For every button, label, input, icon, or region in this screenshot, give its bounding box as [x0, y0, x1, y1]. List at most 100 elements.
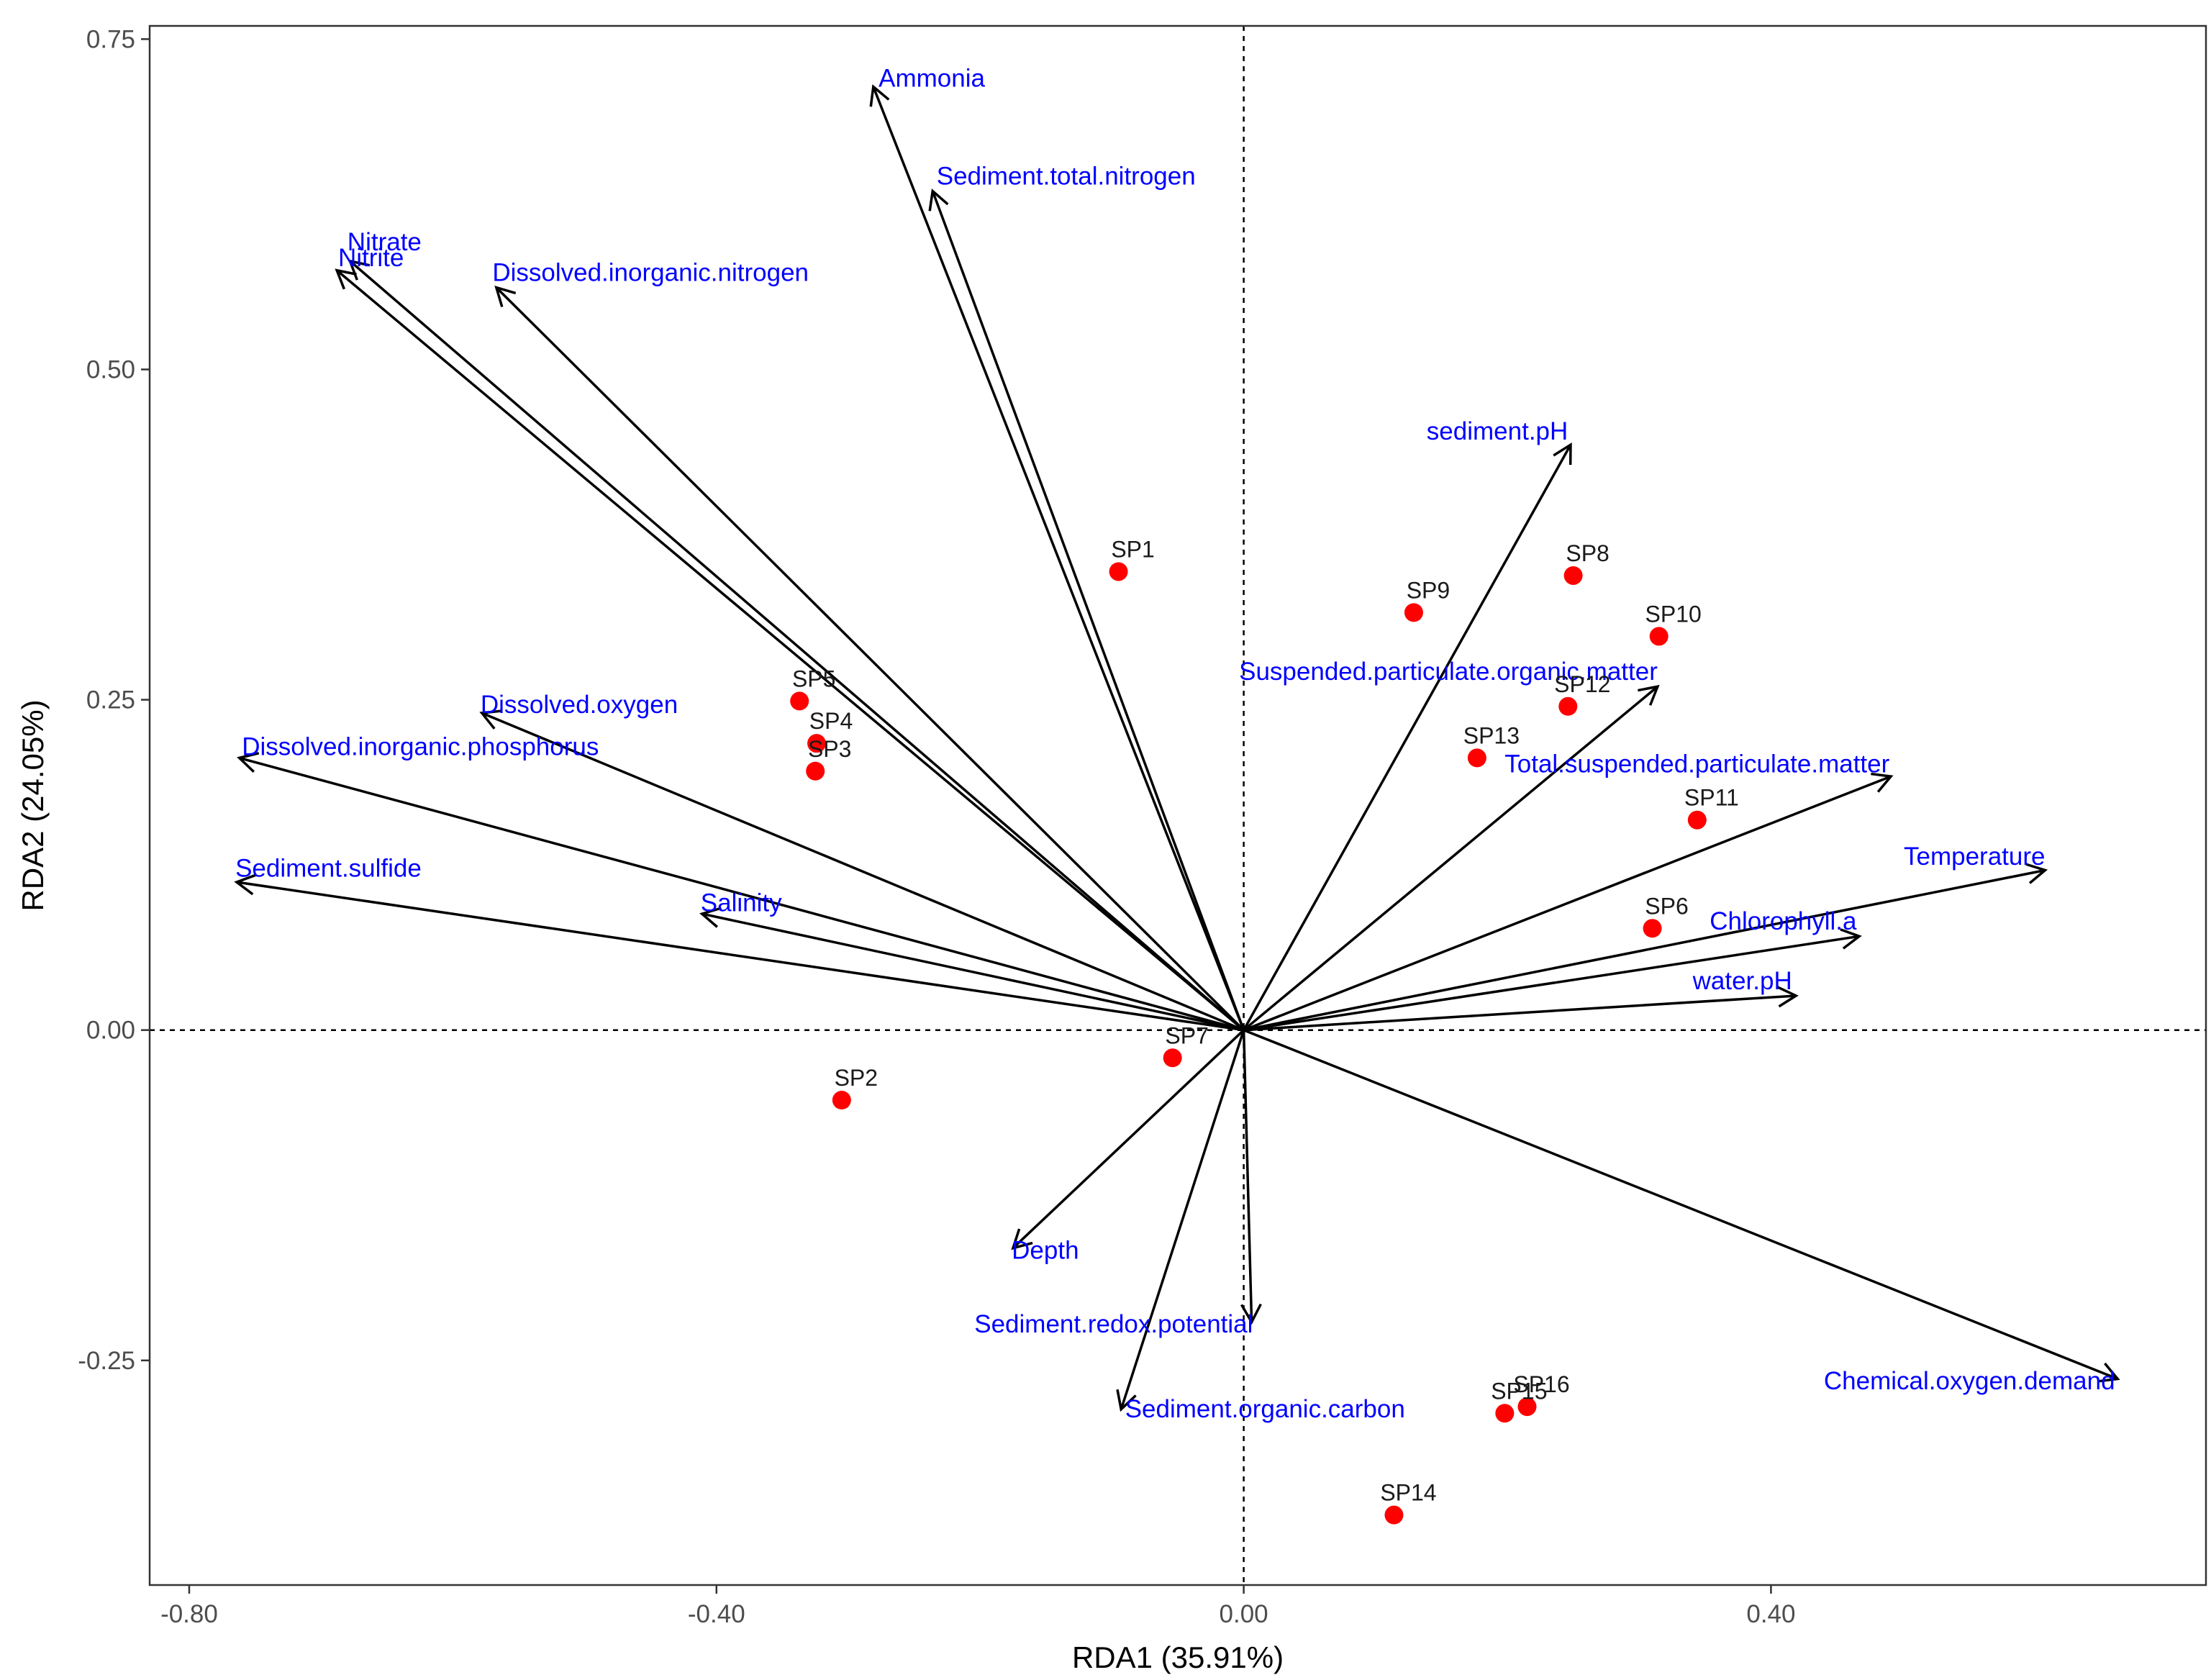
vector-label: Temperature [1904, 843, 2045, 871]
vector-arrowhead [1240, 1303, 1262, 1325]
vector-arrowhead [1116, 1389, 1137, 1412]
site-point [1384, 1505, 1404, 1525]
site-label: SP8 [1566, 540, 1609, 566]
vector-arrowhead [1840, 928, 1862, 950]
vector-arrow [239, 756, 1245, 1032]
vector-arrow [1243, 685, 1658, 1032]
reference-lines [150, 26, 2206, 1585]
site-label: SP5 [792, 666, 835, 691]
site-point [1563, 566, 1583, 585]
vector-label: Salinity [701, 889, 782, 917]
plot-frame [148, 24, 2207, 1586]
site-point [1163, 1048, 1182, 1068]
vector-label: Dissolved.inorganic.phosphorus [242, 733, 599, 761]
vector-arrowhead [479, 709, 502, 730]
site-label: SP12 [1554, 671, 1610, 697]
vector-label: Nitrite [338, 244, 404, 272]
vector-arrowhead [2025, 863, 2048, 884]
vector-arrowhead [869, 84, 890, 107]
y-tick-label: 0.75 [86, 25, 135, 53]
site-point [1649, 627, 1669, 646]
vector-label: Chemical.oxygen.demand [1824, 1367, 2115, 1395]
vector-arrow [1242, 1030, 1253, 1322]
site-point [1404, 603, 1423, 622]
site-label: SP11 [1684, 785, 1739, 811]
vector-label: Chlorophyll.a [1710, 907, 1857, 935]
vector-arrowhead [1553, 442, 1572, 466]
vector-arrow [1120, 1030, 1245, 1410]
site-point [1495, 1404, 1515, 1423]
vector-label: Ammonia [879, 64, 985, 92]
vector-arrowhead [1871, 772, 1894, 793]
site-label: SP6 [1645, 893, 1688, 919]
site-label: SP16 [1513, 1371, 1569, 1397]
vector-arrowhead [1011, 1228, 1033, 1250]
vector-arrow [931, 190, 1245, 1031]
site-label: SP13 [1463, 722, 1520, 748]
site-label: SP2 [835, 1065, 878, 1091]
environment-vector-labels: Ammonia Sediment.total.nitrogen NitrateNit… [235, 64, 2115, 1422]
y-tick-label: -0.25 [78, 1347, 135, 1375]
vector-arrowhead [237, 752, 260, 773]
site-point [790, 691, 809, 711]
vector-arrow [495, 286, 1245, 1031]
vector-label: Dissolved.oxygen [481, 691, 678, 719]
site-label: SP1 [1111, 536, 1154, 562]
vector-arrow [481, 712, 1245, 1032]
vector-arrowhead [2097, 1362, 2120, 1383]
site-label: SP14 [1380, 1480, 1436, 1506]
vector-label: Total.suspended.particulate.matter [1504, 750, 1889, 778]
vector-arrowhead [234, 873, 256, 896]
site-point [1643, 919, 1662, 938]
x-tick-label: 0.40 [1746, 1600, 1795, 1628]
y-tick-label: 0.50 [86, 355, 135, 383]
vector-label: Sediment.redox.potential [974, 1310, 1253, 1338]
site-point [1687, 810, 1707, 830]
site-point-labels: SP1SP2SP3SP4SP5SP6SP7SP8SP9SP10SP11SP12S… [792, 536, 1739, 1505]
vector-arrowhead [335, 268, 357, 290]
vector-arrow [1012, 1029, 1245, 1249]
x-tick-label: 0.00 [1220, 1600, 1268, 1628]
vector-label: Sediment.sulfide [235, 855, 422, 883]
vector-arrow [236, 881, 1244, 1032]
vector-arrow [1243, 444, 1572, 1031]
vector-arrowhead [699, 907, 722, 928]
environment-vectors [234, 84, 2120, 1412]
vector-arrow [1243, 1029, 2118, 1381]
vector-arrow [1243, 868, 2046, 1032]
vector-arrow [336, 269, 1245, 1032]
site-label: SP15 [1491, 1378, 1547, 1404]
site-label: SP9 [1407, 577, 1450, 603]
vector-label: Sediment.organic.carbon [1125, 1395, 1405, 1423]
x-tick-label: -0.40 [688, 1600, 745, 1628]
vector-arrow [872, 86, 1245, 1031]
vector-arrow [349, 260, 1245, 1032]
site-point [1467, 748, 1486, 768]
vector-arrowhead [928, 189, 949, 212]
vector-label: water.pH [1692, 967, 1792, 995]
vector-arrow [1243, 994, 1797, 1032]
vector-label: Nitrate [348, 228, 422, 256]
vector-arrow [1243, 935, 1860, 1032]
vector-arrowhead [1638, 684, 1660, 706]
x-tick-label: -0.80 [160, 1600, 218, 1628]
vector-arrowhead [494, 286, 517, 307]
site-points [790, 562, 1707, 1525]
vector-label: Dissolved.inorganic.nitrogen [492, 258, 809, 286]
site-point [832, 1091, 851, 1110]
vector-label: Suspended.particulate.organic.matter [1239, 658, 1658, 686]
site-label: SP3 [808, 736, 851, 762]
vector-arrow [1243, 775, 1892, 1032]
vector-label: Sediment.total.nitrogen [937, 162, 1196, 190]
site-point [1109, 562, 1128, 581]
site-point [807, 734, 827, 753]
x-axis-title: RDA1 (35.91%) [1072, 1640, 1284, 1674]
vector-arrowhead [1777, 986, 1799, 1008]
y-axis-title: RDA2 (24.05%) [16, 699, 50, 911]
vector-label: sediment.pH [1427, 417, 1568, 445]
y-tick-label: 0.25 [86, 686, 135, 714]
site-point [806, 761, 825, 781]
site-point [1558, 696, 1578, 716]
